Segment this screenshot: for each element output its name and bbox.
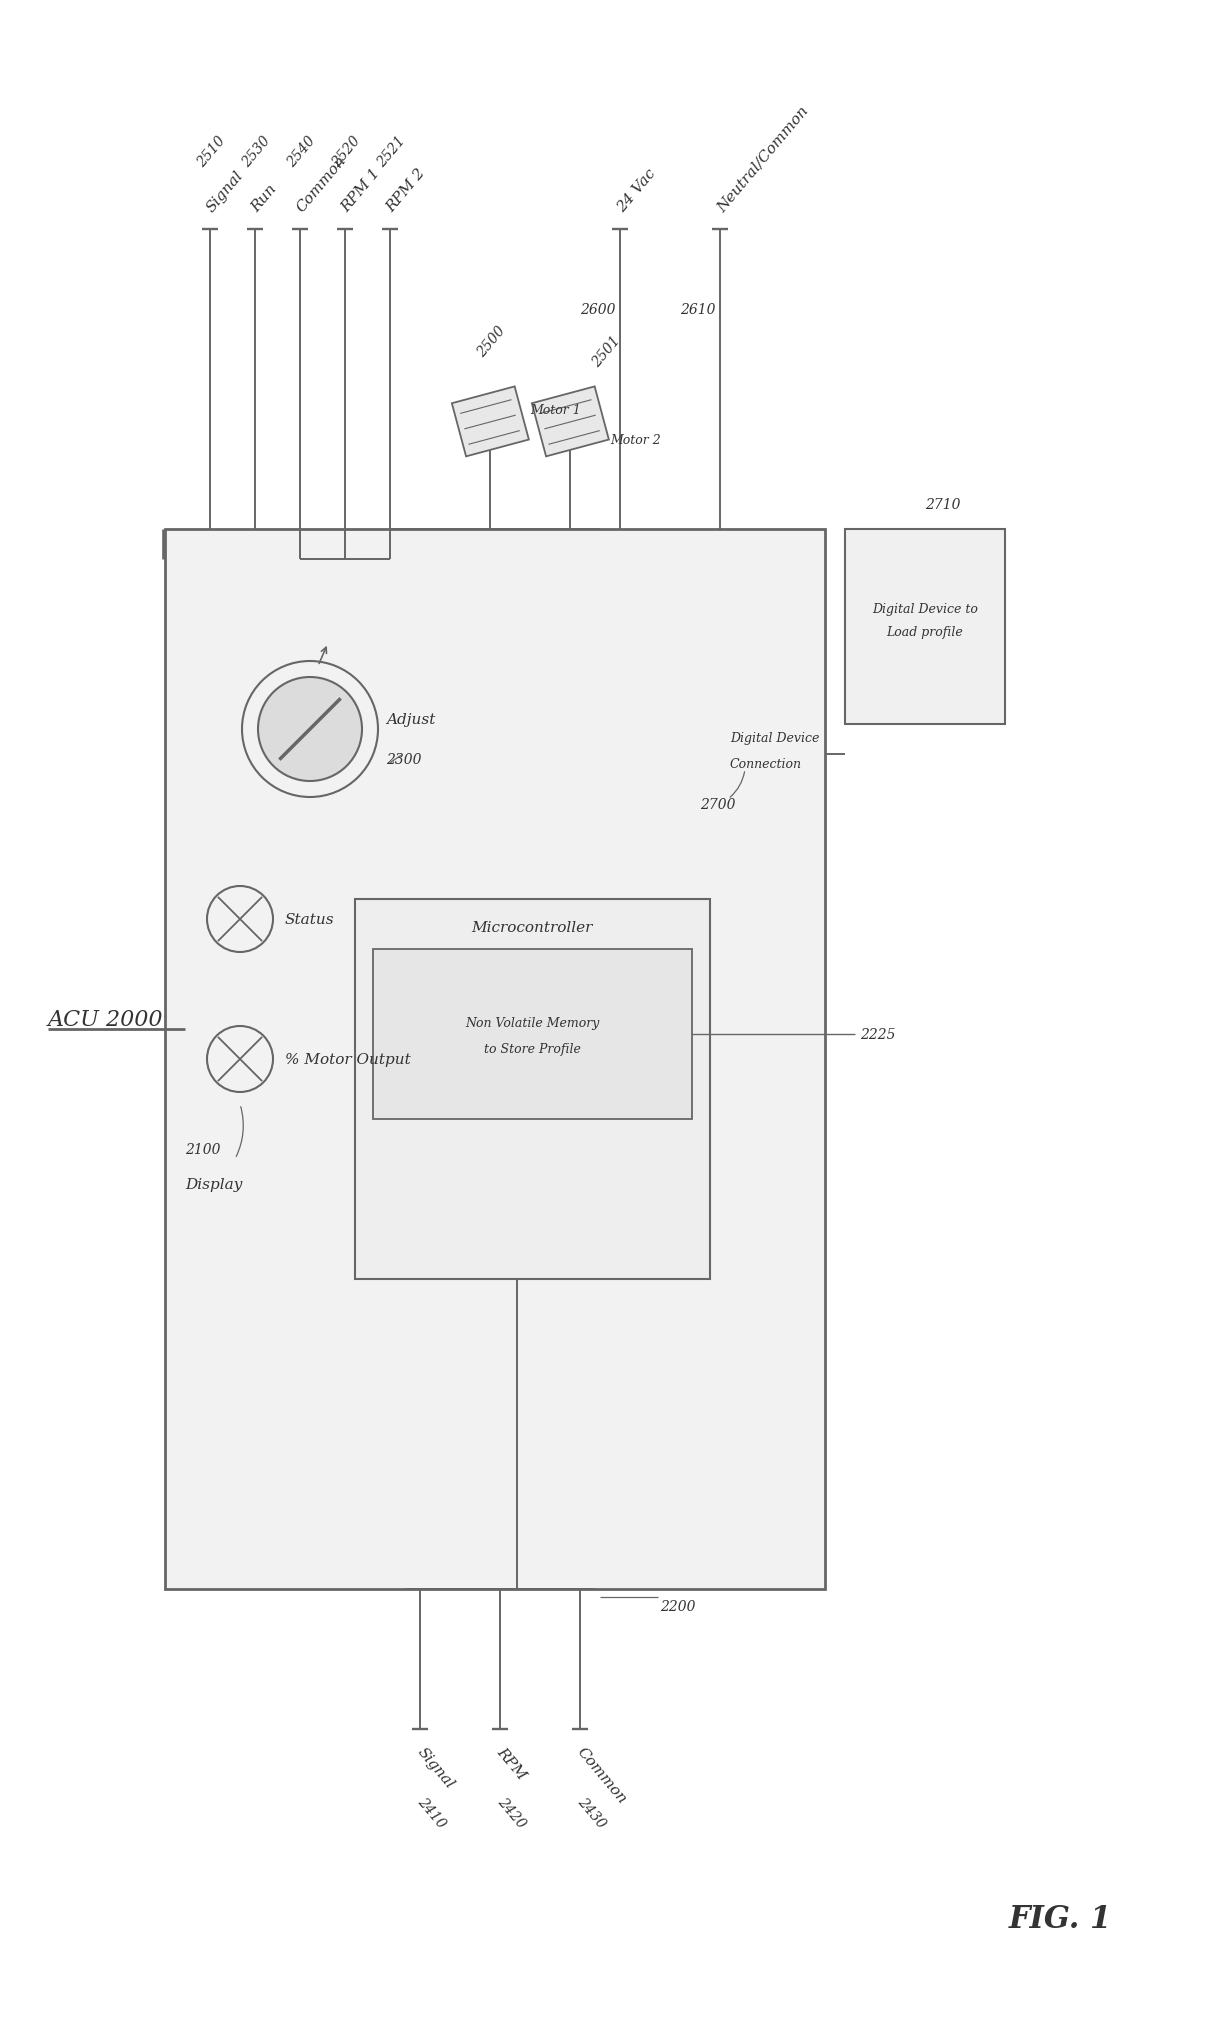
Text: RPM 1: RPM 1 <box>339 165 384 214</box>
Text: RPM 2: RPM 2 <box>384 165 428 214</box>
Text: 2430: 2430 <box>574 1794 608 1831</box>
Text: Microcontroller: Microcontroller <box>472 920 592 934</box>
Text: 2700: 2700 <box>700 797 735 812</box>
Text: 2300: 2300 <box>386 752 422 767</box>
Text: Motor 1: Motor 1 <box>530 404 580 416</box>
Text: 24 Vac: 24 Vac <box>614 167 658 214</box>
Text: Adjust: Adjust <box>386 714 435 726</box>
Bar <box>355 899 709 1278</box>
Text: 2501: 2501 <box>590 332 623 369</box>
Text: 2410: 2410 <box>414 1794 447 1831</box>
Text: 2710: 2710 <box>925 498 961 512</box>
Text: 2200: 2200 <box>659 1599 696 1613</box>
Text: Load profile: Load profile <box>886 626 963 638</box>
Text: 2530: 2530 <box>239 135 273 169</box>
Text: 2225: 2225 <box>859 1028 896 1042</box>
Text: Connection: Connection <box>730 756 802 771</box>
Text: Digital Device to: Digital Device to <box>872 602 978 616</box>
Text: 2521: 2521 <box>374 135 408 169</box>
Bar <box>845 530 1004 724</box>
Text: Neutral/Common: Neutral/Common <box>714 104 811 214</box>
Text: Display: Display <box>185 1177 243 1191</box>
Text: Run: Run <box>249 181 280 214</box>
Text: 2540: 2540 <box>284 135 318 169</box>
Text: 2510: 2510 <box>194 135 228 169</box>
Text: Signal: Signal <box>414 1743 456 1790</box>
Bar <box>452 387 529 457</box>
Text: Non Volatile Memory: Non Volatile Memory <box>464 1015 600 1030</box>
Text: 2420: 2420 <box>494 1794 528 1831</box>
Text: Signal: Signal <box>205 169 246 214</box>
Text: 2610: 2610 <box>680 304 716 316</box>
Bar <box>165 530 825 1588</box>
Text: Motor 2: Motor 2 <box>610 434 661 447</box>
Text: ACU 2000: ACU 2000 <box>48 1009 163 1030</box>
Text: 2500: 2500 <box>474 322 508 359</box>
Text: Common: Common <box>574 1743 629 1807</box>
Bar <box>373 950 692 1119</box>
Text: 2520: 2520 <box>329 135 363 169</box>
Circle shape <box>258 677 362 781</box>
Text: FIG. 1: FIG. 1 <box>1008 1904 1112 1935</box>
Text: Status: Status <box>285 913 335 926</box>
Text: % Motor Output: % Motor Output <box>285 1052 411 1066</box>
Text: 2600: 2600 <box>580 304 616 316</box>
Text: Digital Device: Digital Device <box>730 732 819 744</box>
Text: Common: Common <box>294 153 349 214</box>
Bar <box>531 387 608 457</box>
Text: to Store Profile: to Store Profile <box>484 1042 580 1054</box>
Text: RPM: RPM <box>494 1743 529 1782</box>
Text: 2100: 2100 <box>185 1142 221 1156</box>
